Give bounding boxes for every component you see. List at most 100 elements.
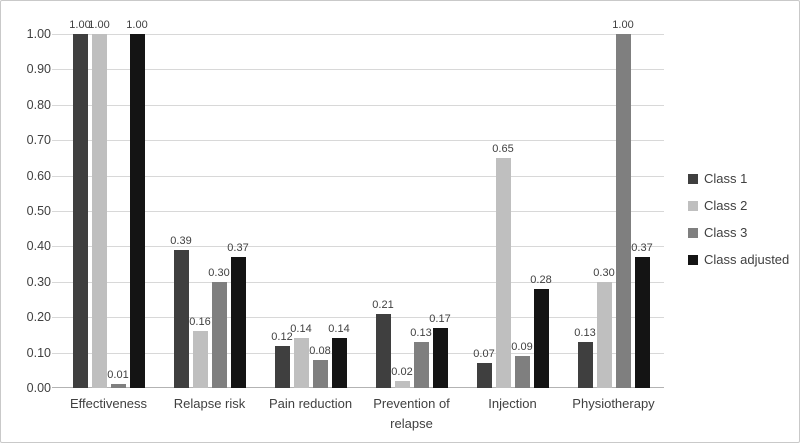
bar-value-label: 0.30	[208, 266, 230, 279]
bar: 0.14	[290, 323, 312, 388]
bar-value-label: 0.37	[631, 242, 653, 255]
gridline	[52, 140, 664, 142]
bar-value-label: 0.39	[170, 234, 192, 247]
bar: 0.07	[473, 348, 495, 388]
gridline	[52, 104, 664, 106]
bar-value-label: 0.17	[429, 312, 451, 325]
bar-value-label: 1.00	[126, 19, 148, 31]
legend: Class 1 Class 2 Class 3 Class adjusted	[688, 171, 789, 267]
bar-value-label: 1.00	[69, 19, 91, 31]
legend-item: Class 3	[688, 225, 789, 240]
bar-value-label: 0.28	[530, 273, 552, 286]
bar-value-label: 0.13	[410, 326, 432, 339]
bar-value-label: 0.12	[271, 330, 293, 343]
y-tick-label: 0.90	[26, 62, 51, 77]
bar-value-label: 1.00	[88, 19, 110, 31]
category-label: Physiotherapy	[572, 396, 655, 411]
bar-value-label: 0.65	[492, 142, 514, 155]
bar: 0.39	[170, 235, 192, 388]
gridline	[52, 211, 664, 212]
x-axis-labels: Effectiveness Relapse risk Pain reduction P…	[58, 394, 664, 433]
bar: 0.14	[328, 323, 350, 388]
bar-value-label: 0.14	[328, 323, 350, 336]
bar: 0.08	[309, 345, 331, 388]
bar: 0.09	[511, 341, 533, 388]
bar-group: 0.39 0.16 0.30 0.37	[159, 34, 260, 388]
category-label: Injection	[488, 396, 537, 411]
y-tick-label: 0.60	[26, 168, 51, 183]
category-label: Effectiveness	[69, 396, 148, 411]
bar: 1.00	[126, 19, 148, 388]
gridline	[52, 317, 664, 319]
bar: 1.00	[612, 19, 634, 388]
y-tick-label: 0.40	[26, 239, 51, 254]
bar: 0.37	[227, 242, 249, 388]
bar-value-label: 0.14	[290, 323, 312, 336]
bar: 0.17	[429, 313, 451, 388]
legend-label: Class 3	[704, 225, 748, 240]
gridline	[52, 69, 664, 71]
y-tick-label: 0.00	[26, 381, 51, 395]
bar: 0.01	[107, 369, 129, 388]
bar: 0.65	[492, 143, 514, 388]
gridline	[52, 352, 664, 354]
x-axis-line	[52, 387, 664, 388]
bar-value-label: 0.07	[473, 348, 495, 361]
category-label: Relapse risk	[173, 396, 246, 411]
bar-value-label: 0.30	[593, 266, 615, 279]
y-tick-label: 0.10	[26, 345, 51, 360]
gridline	[52, 34, 664, 35]
legend-color-swatch	[688, 173, 698, 184]
gridline	[52, 281, 664, 283]
bar-value-label: 0.09	[511, 341, 533, 354]
y-tick-label: 0.50	[26, 204, 51, 218]
legend-label: Class 1	[704, 171, 748, 186]
bar-value-label: 0.01	[107, 369, 129, 382]
legend-color-swatch	[688, 200, 698, 211]
bar-value-label: 0.13	[574, 326, 596, 339]
legend-item: Class adjusted	[688, 252, 789, 267]
bar: 0.21	[372, 299, 394, 388]
bar: 0.02	[391, 366, 413, 388]
bar: 0.12	[271, 331, 293, 388]
legend-label: Class 2	[704, 198, 748, 213]
plot-area: 1.00 1.00 0.01 1.00 0.39 0.16 0.30 0.37 0.12 0.14…	[52, 19, 664, 388]
bar-value-label: 0.02	[391, 365, 413, 378]
bar-group: 0.12 0.14 0.08 0.14	[260, 34, 361, 388]
bar: 0.16	[189, 316, 211, 388]
gridline	[52, 246, 664, 248]
bar: 0.37	[631, 242, 653, 388]
legend-label: Class adjusted	[704, 252, 790, 267]
bar-group: 0.13 0.30 1.00 0.37	[563, 19, 664, 388]
bar-value-label: 1.00	[612, 19, 634, 31]
y-axis-labels: 0.00 0.10 0.20 0.30 0.40 0.50 0.60 0.70 0.80 0.90…	[7, 27, 51, 395]
bar-value-label: 0.16	[189, 316, 211, 329]
y-tick-label: 1.00	[26, 27, 51, 41]
bar-value-label: 0.21	[372, 298, 394, 311]
legend-item: Class 1	[688, 171, 789, 186]
legend-color-swatch	[688, 254, 698, 265]
legend-item: Class 2	[688, 198, 789, 213]
gridline	[52, 175, 664, 177]
bar: 1.00	[69, 19, 91, 388]
y-tick-label: 0.80	[26, 97, 51, 112]
category-label: Pain reduction	[268, 396, 353, 411]
y-tick-label: 0.70	[26, 133, 51, 148]
y-tick-label: 0.20	[26, 310, 51, 325]
legend-color-swatch	[688, 227, 698, 238]
bar: 1.00	[88, 19, 110, 388]
bar: 0.13	[410, 327, 432, 388]
y-tick-label: 0.30	[26, 274, 51, 289]
bar: 0.30	[208, 267, 230, 388]
category-label: Prevention of relapse	[373, 396, 450, 431]
bar: 0.28	[530, 274, 552, 388]
bar-groups: 1.00 1.00 0.01 1.00 0.39 0.16 0.30 0.37 0.12 0.14…	[58, 19, 664, 388]
bar-group: 0.07 0.65 0.09 0.28	[462, 34, 563, 388]
bar-group: 1.00 1.00 0.01 1.00	[58, 19, 159, 388]
bar: 0.13	[574, 327, 596, 388]
bar-value-label: 0.37	[227, 242, 249, 255]
bar-value-label: 0.08	[309, 344, 331, 357]
bar-group: 0.21 0.02 0.13 0.17	[361, 34, 462, 388]
bar: 0.30	[593, 267, 615, 388]
